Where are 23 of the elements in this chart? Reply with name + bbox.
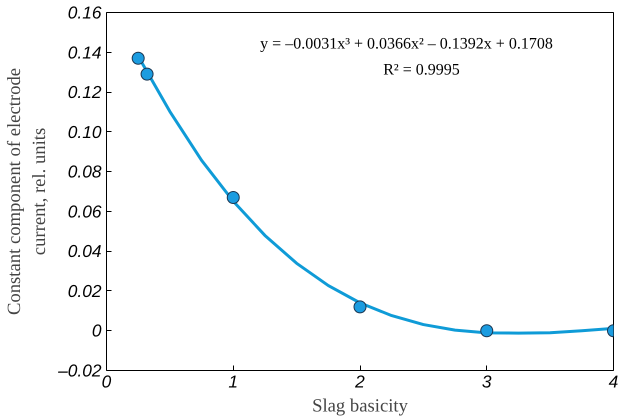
- x-tick-label: 2: [354, 372, 366, 392]
- annotation: y = –0.0031x³ + 0.0366x² – 0.1392x + 0.1708: [260, 36, 553, 52]
- x-tick-label: 1: [228, 372, 238, 392]
- y-tick-label: 0.14: [68, 42, 102, 62]
- y-tick-label: 0.12: [68, 82, 102, 102]
- point: [226, 190, 240, 204]
- y-tick-label: 0.02: [68, 280, 102, 301]
- y-axis-title: Constant component of electrode current, rel. units: [4, 68, 50, 316]
- y-tick-label: 0: [92, 320, 102, 341]
- x-tick-label: 3: [482, 372, 492, 392]
- point: [140, 68, 154, 81]
- point: [132, 52, 145, 65]
- y-tick-label: 0.10: [68, 122, 102, 142]
- y-tick-label: –0.02: [57, 360, 102, 380]
- y-tick-label: 0.08: [68, 162, 102, 182]
- y-tick-label: 0.16: [68, 2, 102, 22]
- point: [480, 324, 494, 338]
- x-tick-label: 4: [608, 372, 618, 392]
- y-tick-label: 0.04: [68, 241, 102, 262]
- y-tick-label: 0.06: [68, 201, 102, 222]
- x-axis-title: Slag basicity: [312, 396, 409, 416]
- point: [354, 300, 366, 314]
- annotation: R² = 0.9995: [383, 62, 460, 78]
